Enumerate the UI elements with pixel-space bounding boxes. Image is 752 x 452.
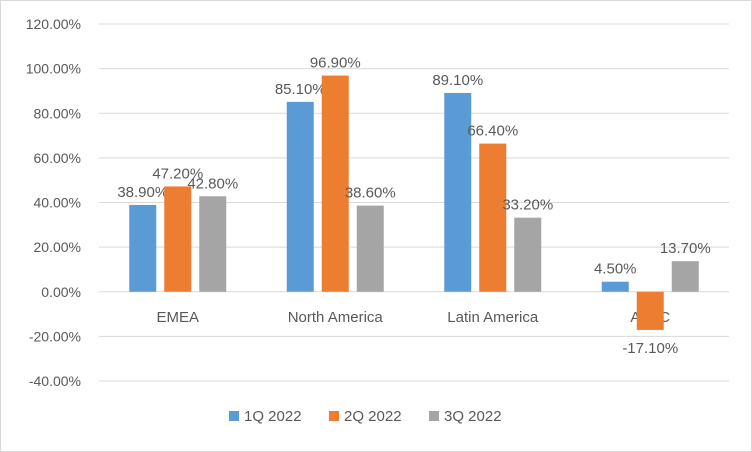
data-label: 47.20% bbox=[152, 165, 203, 182]
data-label: 4.50% bbox=[594, 261, 637, 278]
legend-swatch bbox=[429, 411, 439, 421]
data-label: 96.90% bbox=[310, 55, 361, 72]
legend-swatch bbox=[329, 411, 339, 421]
bar-1q-2022 bbox=[129, 204, 157, 292]
data-label: 89.10% bbox=[432, 72, 483, 89]
bar-3q-2022 bbox=[356, 205, 384, 292]
y-tick-label: 40.00% bbox=[34, 195, 81, 211]
legend-label: 1Q 2022 bbox=[244, 408, 302, 425]
data-label: 13.70% bbox=[660, 240, 711, 257]
bar-2q-2022 bbox=[636, 291, 664, 330]
data-label: -17.10% bbox=[622, 340, 678, 357]
y-tick-label: 120.00% bbox=[26, 16, 81, 32]
bar-2q-2022 bbox=[479, 143, 507, 292]
data-label: 38.90% bbox=[117, 184, 168, 201]
y-tick-label: -40.00% bbox=[29, 373, 81, 389]
bar-3q-2022 bbox=[671, 261, 699, 292]
y-tick-label: 100.00% bbox=[26, 61, 81, 77]
y-tick-label: 80.00% bbox=[34, 105, 81, 121]
legend-swatch bbox=[229, 411, 239, 421]
bar-1q-2022 bbox=[444, 92, 472, 292]
bar-3q-2022 bbox=[514, 217, 542, 292]
category-label: EMEA bbox=[156, 309, 199, 326]
y-tick-label: -20.00% bbox=[29, 328, 81, 344]
bar-3q-2022 bbox=[199, 196, 227, 292]
y-tick-label: 0.00% bbox=[41, 284, 81, 300]
data-label: 66.40% bbox=[467, 123, 518, 140]
category-label: Latin America bbox=[447, 309, 539, 326]
category-label: North America bbox=[288, 309, 384, 326]
data-label: 85.10% bbox=[275, 81, 326, 98]
bar-1q-2022 bbox=[601, 281, 629, 292]
legend-label: 3Q 2022 bbox=[444, 408, 502, 425]
data-label: 33.20% bbox=[502, 197, 553, 214]
data-label: 42.80% bbox=[187, 175, 238, 192]
y-tick-label: 20.00% bbox=[34, 239, 81, 255]
bar-1q-2022 bbox=[286, 101, 314, 292]
data-label: 38.60% bbox=[345, 185, 396, 202]
bar-2q-2022 bbox=[164, 186, 192, 292]
legend-label: 2Q 2022 bbox=[344, 408, 402, 425]
bar-2q-2022 bbox=[321, 75, 349, 292]
y-tick-label: 60.00% bbox=[34, 150, 81, 166]
